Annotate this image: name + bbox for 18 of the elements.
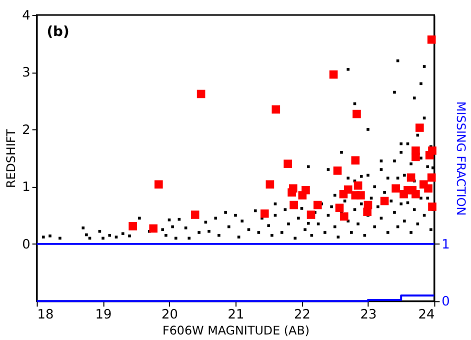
x-tick-label: 24	[418, 308, 435, 323]
x-tick-label: 19	[95, 308, 112, 323]
x-tick-label: 21	[228, 308, 244, 323]
y-axis-title: REDSHIFT	[4, 128, 18, 188]
y-tick-label: 1	[22, 180, 30, 196]
x-axis-title: F606W MAGNITUDE (AB)	[162, 323, 310, 338]
annotation: (b)	[46, 24, 70, 40]
x-tick-label: 20	[162, 308, 178, 323]
y2-tick-label: 0	[442, 294, 450, 310]
y-tick-label: 4	[22, 8, 30, 24]
y2-axis-title: MISSING FRACTION	[454, 101, 468, 216]
y-tick-label: 2	[22, 122, 30, 138]
x-tick-label: 22	[294, 308, 310, 323]
x-tick-label: 23	[360, 308, 377, 323]
x-tick-label: 18	[37, 308, 54, 323]
y-tick-label: 0	[22, 237, 30, 252]
y-tick-label: 3	[22, 66, 30, 81]
y2-tick-label: 1	[442, 237, 450, 252]
